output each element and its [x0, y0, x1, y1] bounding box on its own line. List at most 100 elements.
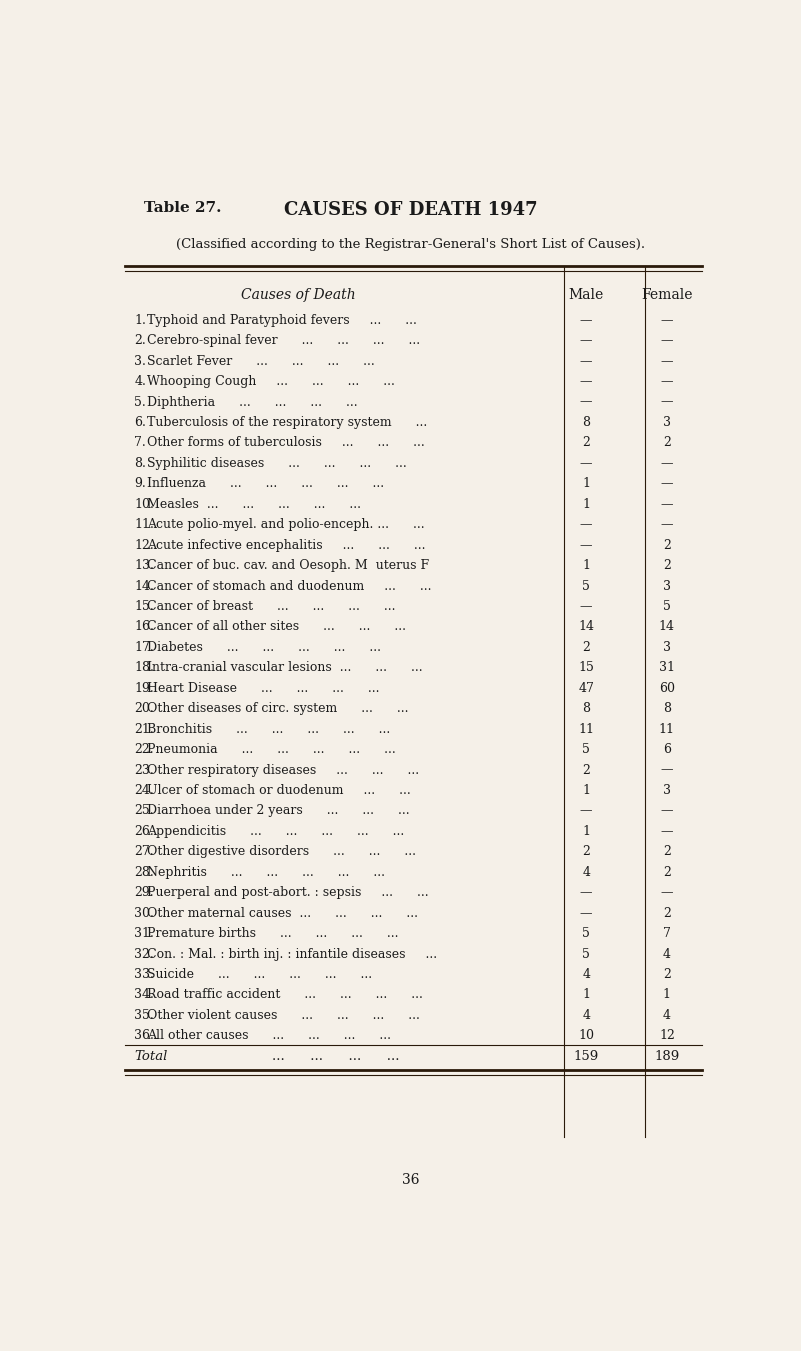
Text: 7: 7 [663, 927, 670, 940]
Text: 13.: 13. [135, 559, 154, 571]
Text: 3: 3 [663, 416, 671, 430]
Text: 10.: 10. [135, 497, 154, 511]
Text: 5: 5 [663, 600, 670, 613]
Text: 3: 3 [663, 640, 671, 654]
Text: 33.: 33. [135, 967, 154, 981]
Text: Female: Female [641, 288, 693, 303]
Text: 1: 1 [582, 784, 590, 797]
Text: Suicide      ...      ...      ...      ...      ...: Suicide ... ... ... ... ... [147, 967, 372, 981]
Text: Causes of Death: Causes of Death [241, 288, 356, 303]
Text: 3: 3 [663, 784, 671, 797]
Text: 35.: 35. [135, 1009, 154, 1021]
Text: Diphtheria      ...      ...      ...      ...: Diphtheria ... ... ... ... [147, 396, 357, 408]
Text: 10: 10 [578, 1029, 594, 1043]
Text: —: — [580, 907, 593, 920]
Text: Heart Disease      ...      ...      ...      ...: Heart Disease ... ... ... ... [147, 682, 379, 694]
Text: Other maternal causes  ...      ...      ...      ...: Other maternal causes ... ... ... ... [147, 907, 417, 920]
Text: —: — [661, 804, 673, 817]
Text: 21.: 21. [135, 723, 154, 736]
Text: Ulcer of stomach or duodenum     ...      ...: Ulcer of stomach or duodenum ... ... [147, 784, 410, 797]
Text: —: — [580, 354, 593, 367]
Text: 6.: 6. [135, 416, 146, 430]
Text: —: — [580, 519, 593, 531]
Text: 34.: 34. [135, 989, 154, 1001]
Text: Tuberculosis of the respiratory system      ...: Tuberculosis of the respiratory system .… [147, 416, 427, 430]
Text: 7.: 7. [135, 436, 146, 450]
Text: 9.: 9. [135, 477, 146, 490]
Text: 11.: 11. [135, 519, 154, 531]
Text: Typhoid and Paratyphoid fevers     ...      ...: Typhoid and Paratyphoid fevers ... ... [147, 313, 417, 327]
Text: Cancer of breast      ...      ...      ...      ...: Cancer of breast ... ... ... ... [147, 600, 395, 613]
Text: 30.: 30. [135, 907, 154, 920]
Text: 27.: 27. [135, 846, 154, 858]
Text: 31.: 31. [135, 927, 154, 940]
Text: 2: 2 [582, 436, 590, 450]
Text: Other forms of tuberculosis     ...      ...      ...: Other forms of tuberculosis ... ... ... [147, 436, 425, 450]
Text: 2: 2 [582, 640, 590, 654]
Text: —: — [580, 376, 593, 388]
Text: —: — [661, 334, 673, 347]
Text: —: — [661, 396, 673, 408]
Text: 2: 2 [663, 866, 670, 878]
Text: 8.: 8. [135, 457, 146, 470]
Text: 26.: 26. [135, 825, 154, 838]
Text: —: — [661, 763, 673, 777]
Text: 159: 159 [574, 1050, 599, 1063]
Text: Syphilitic diseases      ...      ...      ...      ...: Syphilitic diseases ... ... ... ... [147, 457, 406, 470]
Text: —: — [661, 519, 673, 531]
Text: Acute polio-myel. and polio-enceph. ...      ...: Acute polio-myel. and polio-enceph. ... … [147, 519, 425, 531]
Text: Appendicitis      ...      ...      ...      ...      ...: Appendicitis ... ... ... ... ... [147, 825, 404, 838]
Text: 20.: 20. [135, 703, 154, 715]
Text: Other diseases of circ. system      ...      ...: Other diseases of circ. system ... ... [147, 703, 409, 715]
Text: —: — [661, 497, 673, 511]
Text: 36: 36 [402, 1173, 419, 1186]
Text: 2: 2 [663, 559, 670, 571]
Text: Premature births      ...      ...      ...      ...: Premature births ... ... ... ... [147, 927, 398, 940]
Text: Cancer of all other sites      ...      ...      ...: Cancer of all other sites ... ... ... [147, 620, 405, 634]
Text: 8: 8 [582, 416, 590, 430]
Text: Diarrhoea under 2 years      ...      ...      ...: Diarrhoea under 2 years ... ... ... [147, 804, 409, 817]
Text: 5: 5 [582, 927, 590, 940]
Text: 32.: 32. [135, 947, 154, 961]
Text: 2: 2 [663, 436, 670, 450]
Text: 15: 15 [578, 661, 594, 674]
Text: 4: 4 [582, 1009, 590, 1021]
Text: 14: 14 [578, 620, 594, 634]
Text: 60: 60 [659, 682, 675, 694]
Text: —: — [580, 457, 593, 470]
Text: Table 27.: Table 27. [143, 200, 221, 215]
Text: Puerperal and post-abort. : sepsis     ...      ...: Puerperal and post-abort. : sepsis ... .… [147, 886, 429, 900]
Text: Cancer of stomach and duodenum     ...      ...: Cancer of stomach and duodenum ... ... [147, 580, 431, 593]
Text: All other causes      ...      ...      ...      ...: All other causes ... ... ... ... [147, 1029, 391, 1043]
Text: 5: 5 [582, 947, 590, 961]
Text: (Classified according to the Registrar-General's Short List of Causes).: (Classified according to the Registrar-G… [176, 238, 645, 251]
Text: 1: 1 [582, 559, 590, 571]
Text: 6: 6 [663, 743, 671, 757]
Text: —: — [661, 825, 673, 838]
Text: 4: 4 [663, 1009, 671, 1021]
Text: 4: 4 [582, 866, 590, 878]
Text: Other respiratory diseases     ...      ...      ...: Other respiratory diseases ... ... ... [147, 763, 419, 777]
Text: 5: 5 [582, 743, 590, 757]
Text: Measles  ...      ...      ...      ...      ...: Measles ... ... ... ... ... [147, 497, 360, 511]
Text: 5.: 5. [135, 396, 146, 408]
Text: 8: 8 [663, 703, 671, 715]
Text: 11: 11 [578, 723, 594, 736]
Text: —: — [661, 886, 673, 900]
Text: 2: 2 [663, 539, 670, 551]
Text: 15.: 15. [135, 600, 154, 613]
Text: Male: Male [569, 288, 604, 303]
Text: Cerebro-spinal fever      ...      ...      ...      ...: Cerebro-spinal fever ... ... ... ... [147, 334, 420, 347]
Text: Other digestive disorders      ...      ...      ...: Other digestive disorders ... ... ... [147, 846, 416, 858]
Text: Con. : Mal. : birth inj. : infantile diseases     ...: Con. : Mal. : birth inj. : infantile dis… [147, 947, 437, 961]
Text: 23.: 23. [135, 763, 154, 777]
Text: 25.: 25. [135, 804, 154, 817]
Text: 47: 47 [578, 682, 594, 694]
Text: 1.: 1. [135, 313, 146, 327]
Text: Total: Total [135, 1050, 167, 1063]
Text: 4: 4 [663, 947, 671, 961]
Text: —: — [661, 457, 673, 470]
Text: 16.: 16. [135, 620, 154, 634]
Text: —: — [661, 477, 673, 490]
Text: —: — [580, 313, 593, 327]
